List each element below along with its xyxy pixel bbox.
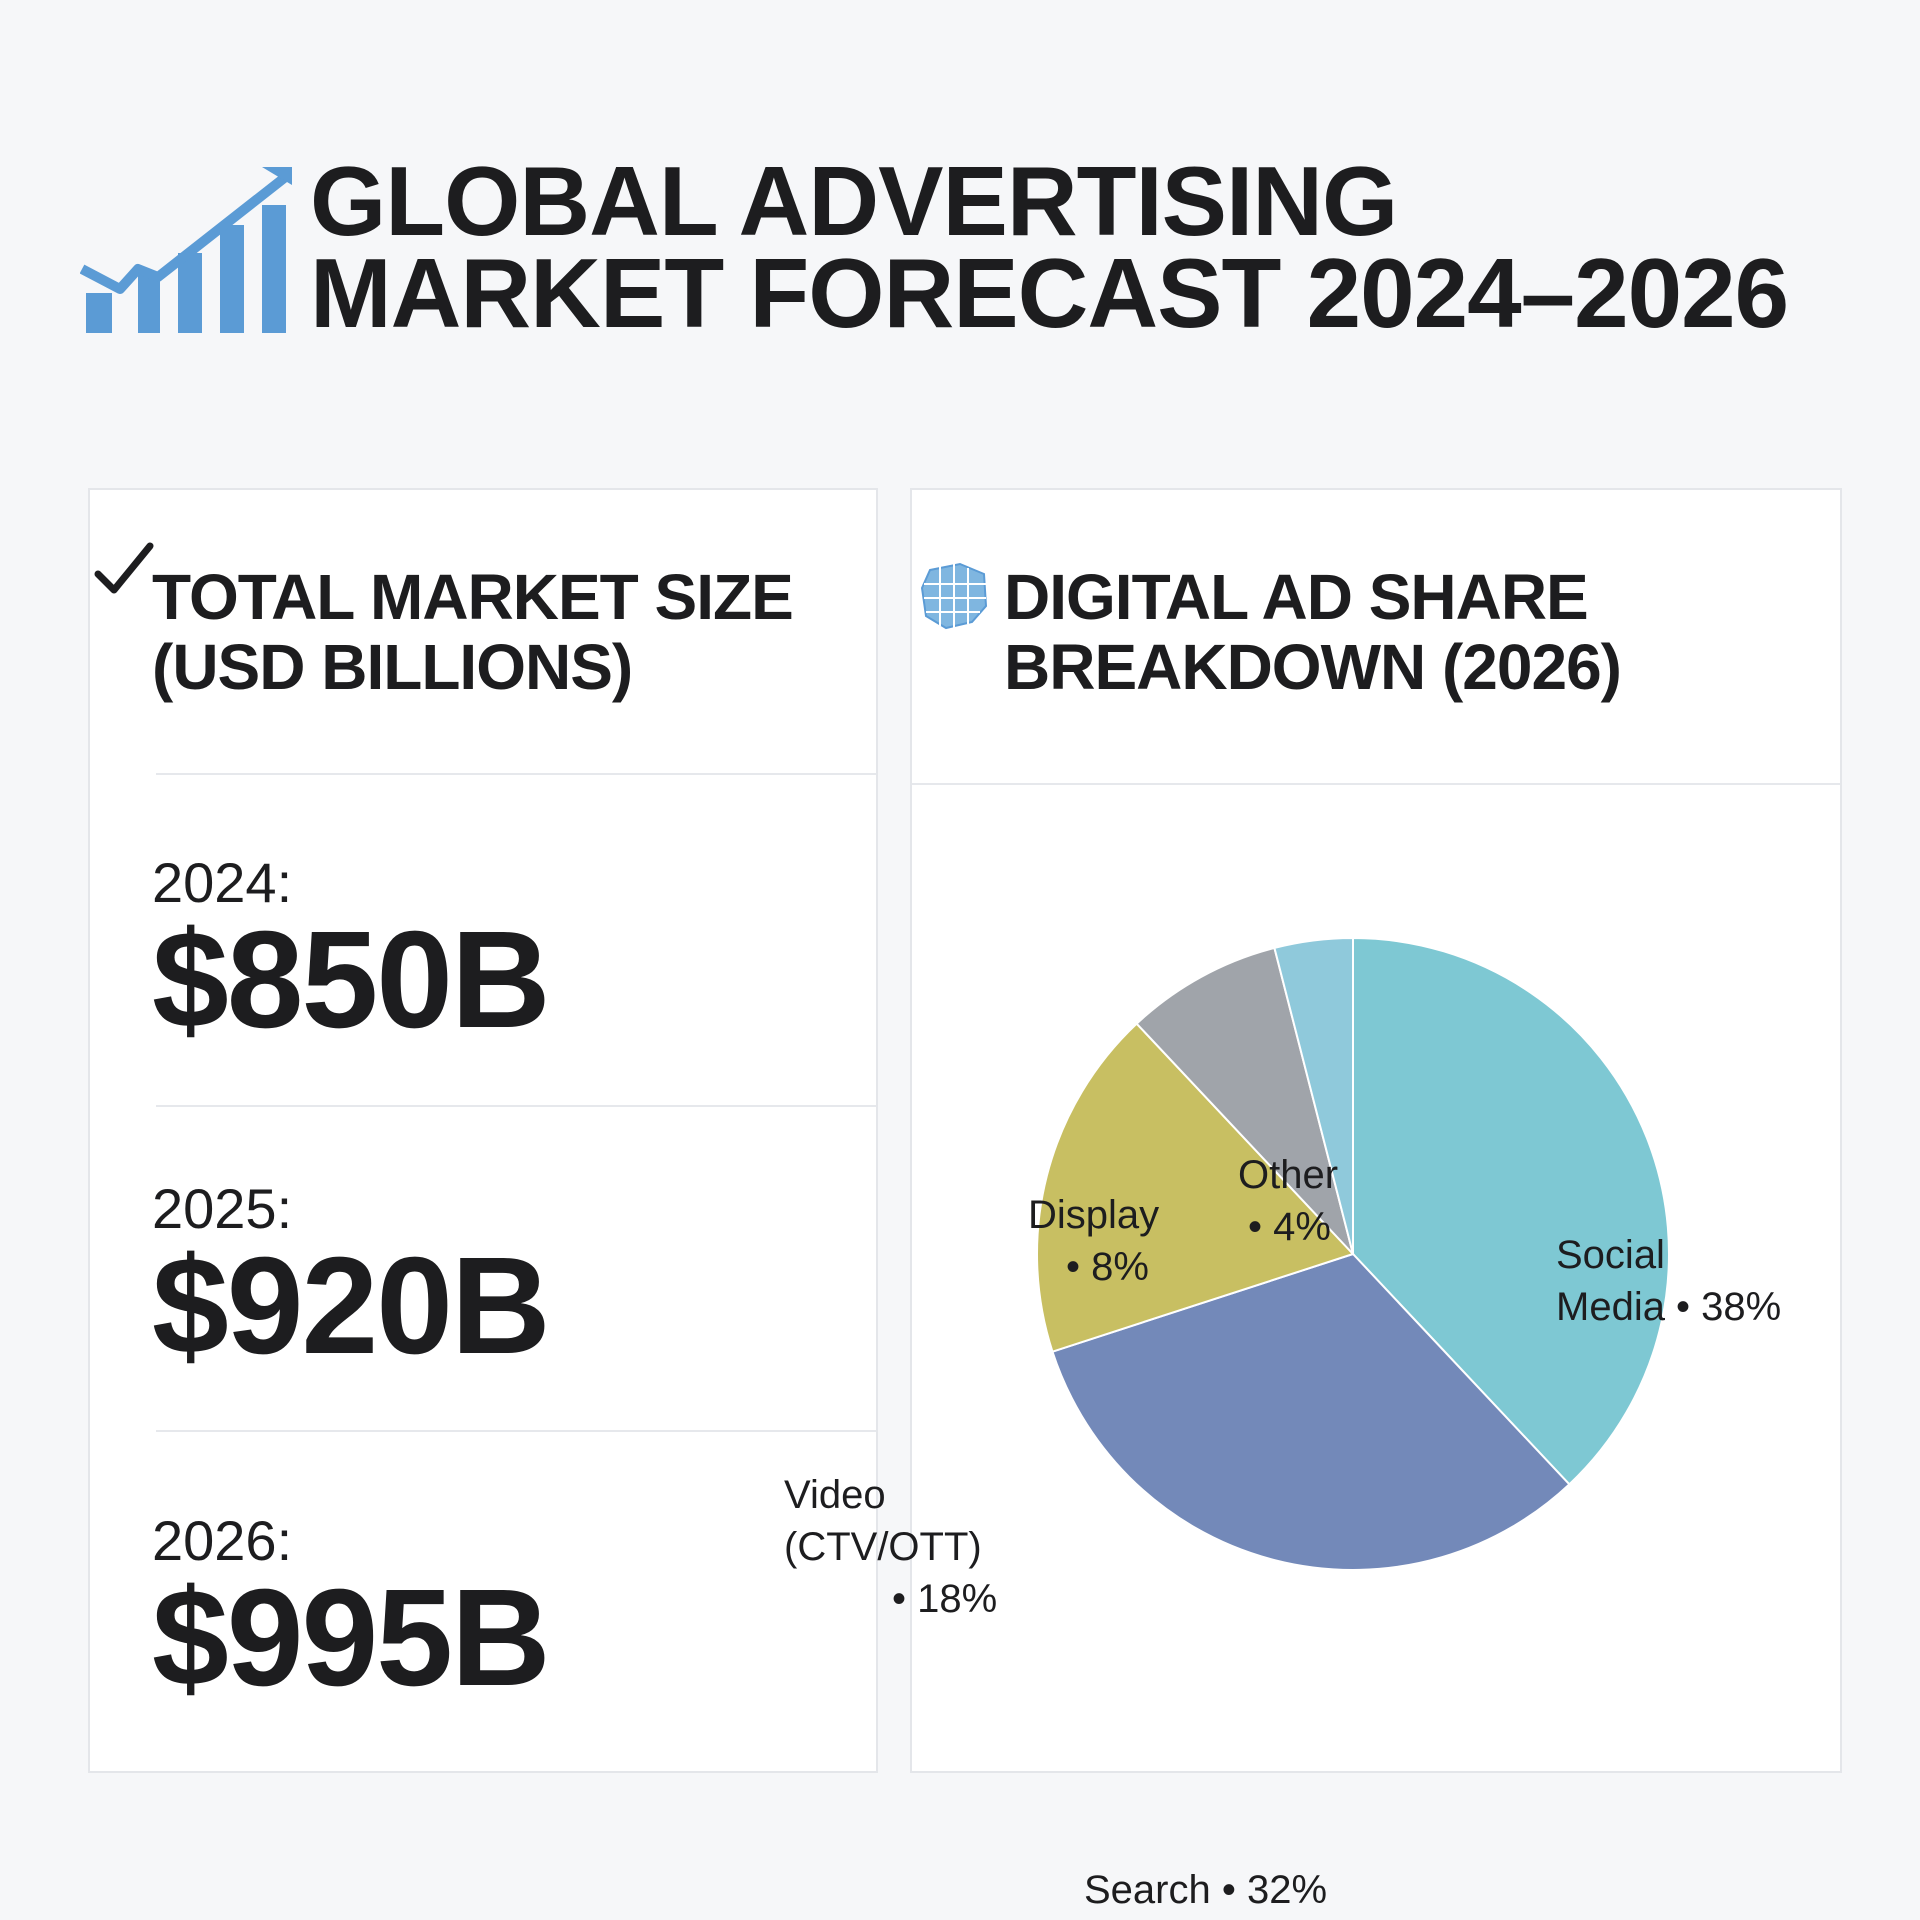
- market-size-panel: TOTAL MARKET SIZE (USD BILLIONS) 2024: $…: [88, 488, 878, 1773]
- page-header: GLOBAL ADVERTISING MARKET FORECAST 2024–…: [80, 146, 1860, 355]
- divider: [912, 783, 1840, 785]
- pie-slice-display: [1135, 946, 1354, 1255]
- page-title-line-2: MARKET FORECAST 2024–2026: [310, 238, 1789, 348]
- market-stat-2026: 2026: $995B: [152, 1510, 852, 1810]
- ad-share-panel-header: DIGITAL AD SHARE BREAKDOWN (2026): [912, 490, 1840, 773]
- market-size-title-line-1: TOTAL MARKET SIZE: [152, 561, 794, 633]
- grid-map-icon: [920, 562, 988, 630]
- pie-slice-other: [1273, 936, 1354, 1255]
- stat-year: 2024:: [152, 851, 293, 914]
- ad-share-title-line-2: BREAKDOWN (2026): [1004, 631, 1622, 703]
- market-stat-2024: 2024: $850B: [152, 852, 852, 1152]
- pie-label-video-ctv-ott: Video (CTV/OTT) • 18%: [784, 1473, 997, 1621]
- pie-slice-search: [1051, 1252, 1571, 1571]
- pie-label-search: Search • 32%: [1084, 1868, 1327, 1912]
- rising-bar-chart-icon: [80, 167, 292, 333]
- pie-label-social-media: Social Media • 38%: [1556, 1233, 1781, 1329]
- ad-share-title: DIGITAL AD SHARE BREAKDOWN (2026): [1004, 561, 1622, 703]
- pie-label-display: Display • 8%: [1028, 1193, 1159, 1289]
- pie-chart-area: Social Media • 38% Search • 32% Video (CTV/O…: [784, 773, 1844, 1912]
- pie-chart: Social Media • 38% Search • 32% Video (CTV/O…: [784, 936, 1781, 1912]
- stat-value: $920B: [152, 1229, 551, 1383]
- page-title: GLOBAL ADVERTISING MARKET FORECAST 2024–…: [310, 146, 1789, 348]
- divider: [156, 1430, 876, 1432]
- stat-value: $995B: [152, 1561, 551, 1715]
- ad-share-panel: DIGITAL AD SHARE BREAKDOWN (2026) Social…: [784, 488, 1844, 1912]
- market-size-panel-header: TOTAL MARKET SIZE (USD BILLIONS): [90, 490, 876, 773]
- check-icon: [94, 542, 154, 594]
- stat-value: $850B: [152, 903, 551, 1057]
- pie-slice-video-ctv-ott: [1036, 1022, 1355, 1353]
- pie-slice-social-media: [1352, 936, 1670, 1486]
- market-size-title-line-2: (USD BILLIONS): [152, 631, 633, 703]
- ad-share-title-line-1: DIGITAL AD SHARE: [1004, 561, 1589, 633]
- market-size-title: TOTAL MARKET SIZE (USD BILLIONS): [152, 561, 794, 703]
- stat-year: 2025:: [152, 1177, 293, 1240]
- page-title-line-1: GLOBAL ADVERTISING: [310, 146, 1398, 256]
- divider: [156, 773, 876, 775]
- pie-label-other: Other • 4%: [1238, 1153, 1338, 1249]
- market-stat-2025: 2025: $920B: [152, 1178, 852, 1478]
- stat-year: 2026:: [152, 1509, 293, 1572]
- divider: [156, 1105, 876, 1107]
